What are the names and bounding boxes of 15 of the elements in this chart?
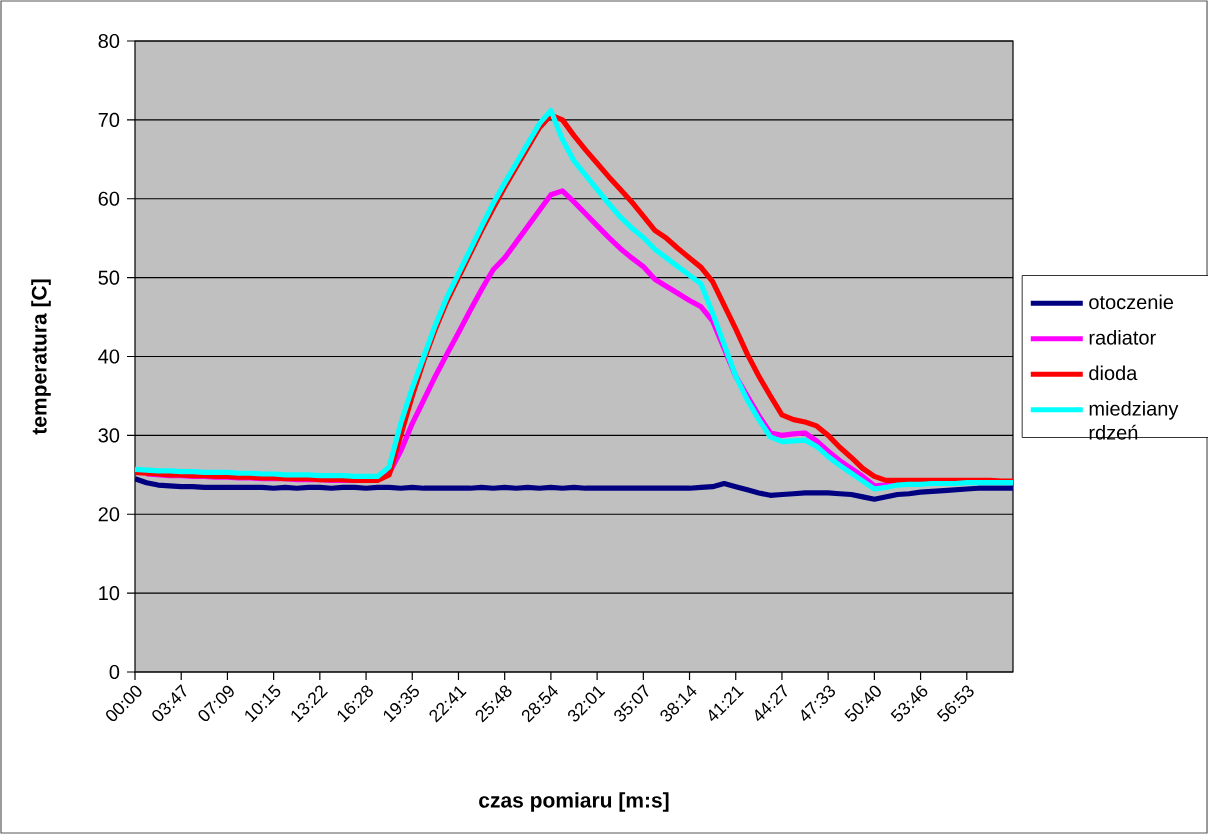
y-tick-label: 60 (98, 191, 120, 206)
y-tick-label: 10 (99, 586, 120, 601)
y-tick-label: 70 (98, 112, 120, 127)
y-tick-label: 80 (98, 33, 120, 49)
legend-label: radiator (1089, 330, 1156, 345)
legend-label: dioda (1089, 365, 1138, 381)
x-axis-title: czas pomiaru [m:s] (479, 792, 669, 812)
y-tick-label: 20 (98, 507, 120, 522)
legend-label: miedziany rdzeń (1089, 401, 1179, 440)
y-tick-label: 40 (98, 349, 120, 364)
y-tick-label: 0 (109, 664, 120, 680)
y-tick-label: 30 (98, 428, 120, 443)
y-tick-label: 50 (98, 270, 120, 285)
y-axis-title: temperatura [C] (31, 279, 51, 435)
legend-label: otoczenie (1089, 294, 1174, 310)
